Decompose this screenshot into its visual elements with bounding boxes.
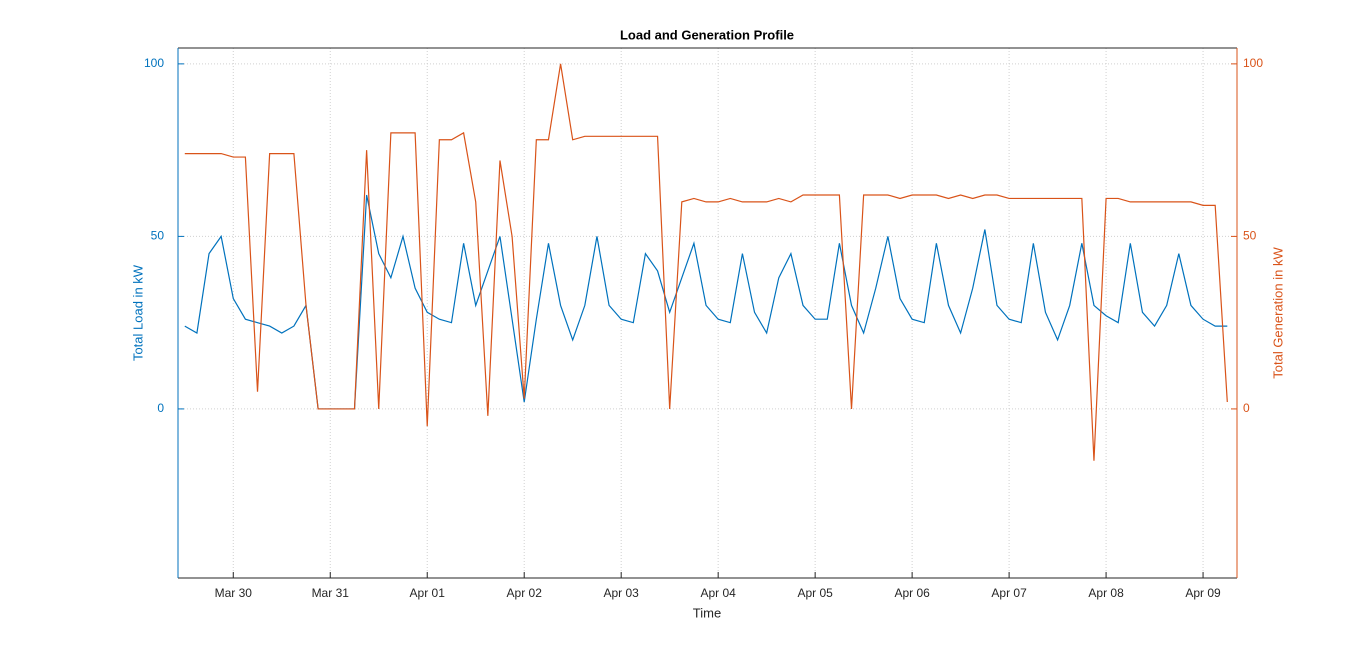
chart-title: Load and Generation Profile (620, 27, 794, 42)
y-axis-label: Total Load in kW (130, 264, 145, 361)
y2-tick-label: 0 (1243, 401, 1250, 415)
x-tick-label: Apr 01 (410, 586, 446, 600)
x-tick-label: Mar 31 (312, 586, 350, 600)
y-tick-label: 100 (144, 56, 164, 70)
series-line (184, 194, 1228, 410)
y-tick-label: 0 (157, 401, 164, 415)
x-tick-label: Mar 30 (215, 586, 253, 600)
y2-tick-label: 100 (1243, 56, 1263, 70)
x-tick-label: Apr 08 (1088, 586, 1124, 600)
y2-axis-label: Total Generation in kW (1270, 247, 1285, 379)
x-tick-label: Apr 02 (507, 586, 543, 600)
x-tick-label: Apr 04 (700, 586, 736, 600)
x-tick-label: Apr 09 (1185, 586, 1221, 600)
x-axis-label: Time (693, 605, 721, 620)
y2-tick-label: 50 (1243, 229, 1257, 243)
x-tick-label: Apr 06 (894, 586, 930, 600)
series-line (184, 63, 1228, 461)
y-tick-label: 50 (151, 229, 165, 243)
x-tick-label: Apr 05 (797, 586, 833, 600)
x-tick-label: Apr 07 (991, 586, 1027, 600)
x-tick-label: Apr 03 (604, 586, 640, 600)
